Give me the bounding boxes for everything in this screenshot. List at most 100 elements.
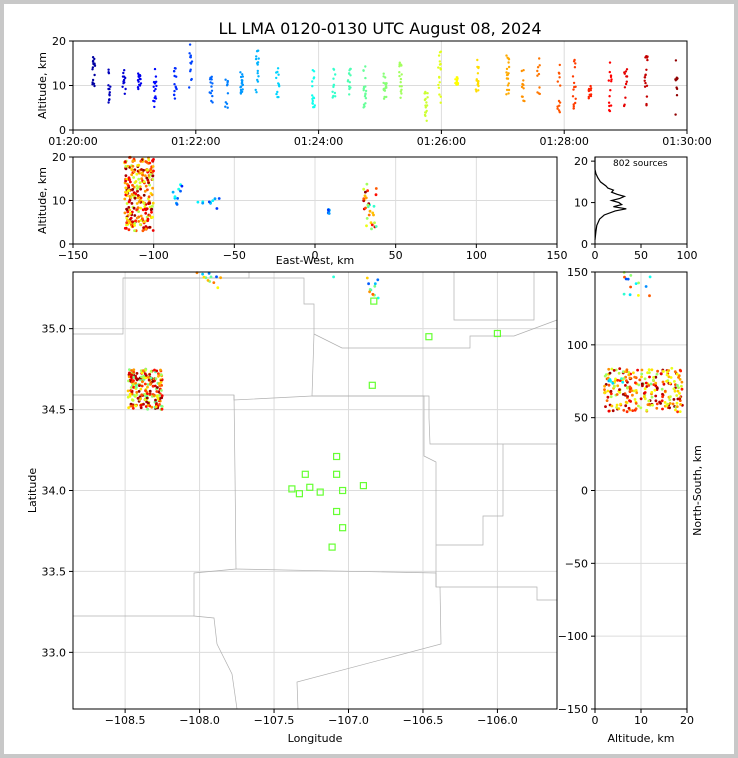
source-point	[438, 51, 442, 54]
source-point	[363, 194, 367, 198]
x-tick-label: −106.0	[477, 714, 518, 727]
source-point	[327, 208, 330, 212]
source-point	[476, 65, 479, 69]
source-point	[107, 68, 110, 71]
source-point	[454, 78, 457, 81]
source-point	[573, 58, 576, 62]
source-point	[624, 82, 628, 86]
source-point	[536, 74, 539, 77]
source-point	[650, 395, 654, 399]
source-point	[136, 206, 140, 210]
source-point	[135, 208, 139, 212]
source-point	[642, 392, 646, 395]
source-point	[131, 183, 134, 187]
source-point	[507, 61, 510, 64]
source-point	[148, 214, 152, 217]
source-point	[572, 107, 575, 110]
source-point	[632, 389, 636, 393]
source-point	[609, 395, 613, 399]
source-point	[135, 378, 139, 382]
source-point	[158, 403, 161, 406]
source-point	[620, 377, 623, 380]
source-point	[332, 94, 335, 98]
source-point	[426, 96, 429, 99]
source-point	[154, 405, 158, 409]
source-point	[134, 192, 138, 196]
source-point	[623, 275, 626, 279]
source-point	[153, 368, 156, 372]
source-point	[589, 84, 592, 88]
source-point	[385, 82, 388, 85]
source-point	[661, 380, 665, 384]
source-point	[108, 91, 112, 94]
source-point	[123, 226, 127, 230]
source-point	[141, 208, 145, 212]
y-tick-label: 10	[574, 197, 588, 210]
source-point	[624, 384, 627, 387]
source-point	[153, 89, 156, 93]
source-point	[154, 95, 157, 98]
lma-station-marker	[368, 381, 376, 389]
source-point	[675, 401, 679, 405]
source-point	[152, 169, 155, 173]
east-west-height-panel: −150 −100 −50 0 50 100 150 0 10 20 East-West, km Al…	[36, 151, 568, 267]
lma-station-marker	[288, 485, 296, 493]
source-point	[148, 373, 152, 376]
source-point	[621, 370, 625, 374]
source-point	[312, 76, 316, 79]
source-point	[505, 71, 508, 74]
source-point	[558, 111, 561, 114]
source-point	[122, 71, 125, 75]
y-tick-label: 0	[581, 238, 588, 251]
source-point	[276, 67, 280, 70]
source-point	[625, 80, 628, 83]
source-point	[650, 368, 654, 372]
source-point	[215, 207, 219, 210]
source-point	[128, 392, 132, 396]
source-point	[603, 391, 607, 394]
source-point	[617, 371, 621, 375]
source-point	[651, 403, 654, 407]
source-point	[604, 405, 607, 408]
county-border	[193, 394, 238, 710]
source-point	[614, 377, 617, 381]
source-point	[210, 89, 214, 93]
source-point	[589, 89, 592, 92]
source-point	[124, 167, 128, 171]
source-point	[633, 375, 637, 379]
source-point	[647, 384, 651, 387]
source-point	[135, 202, 139, 205]
source-point	[131, 164, 135, 168]
source-point	[372, 204, 376, 208]
source-point	[179, 189, 182, 193]
source-point	[615, 403, 619, 407]
source-point	[604, 383, 608, 386]
source-point	[558, 76, 561, 79]
source-point	[136, 396, 140, 400]
source-point	[123, 197, 127, 201]
source-point	[603, 384, 606, 388]
source-point	[146, 385, 149, 389]
source-point	[91, 83, 94, 86]
source-point	[148, 205, 152, 209]
source-point	[612, 369, 616, 372]
source-point	[628, 293, 632, 297]
source-point	[609, 392, 613, 396]
source-point	[665, 379, 668, 383]
source-point	[134, 219, 138, 223]
source-point	[644, 285, 648, 288]
source-point	[538, 64, 541, 67]
source-point	[374, 187, 378, 190]
source-point	[127, 176, 131, 180]
source-point	[537, 72, 541, 76]
source-point	[371, 211, 375, 215]
lma-station-marker	[328, 543, 336, 551]
source-point	[367, 213, 371, 217]
source-point	[210, 75, 213, 79]
y-tick-label: 150	[567, 266, 588, 279]
source-point	[91, 78, 95, 82]
source-point	[171, 190, 175, 194]
source-point	[437, 54, 441, 57]
source-point	[398, 71, 401, 74]
source-point	[348, 85, 351, 88]
